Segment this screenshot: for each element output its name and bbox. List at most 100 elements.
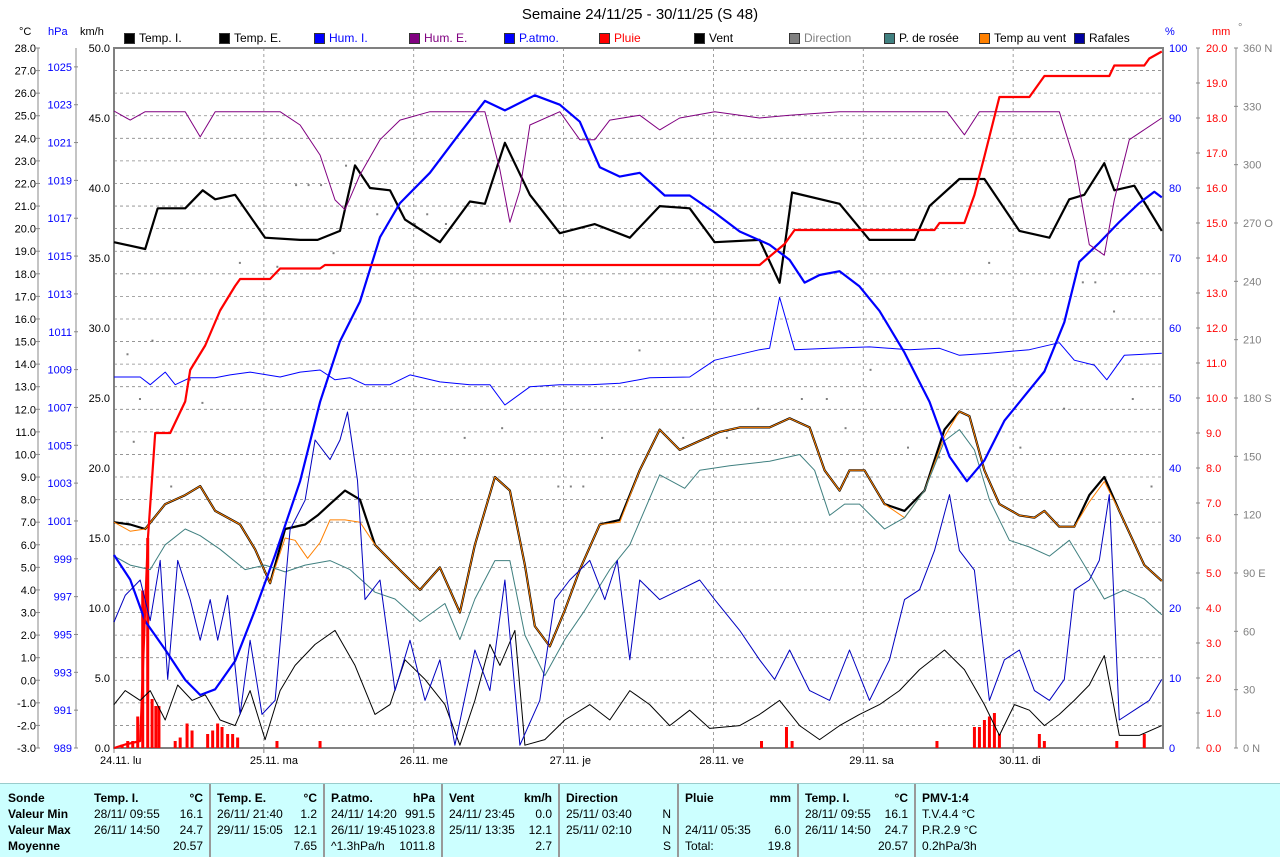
rain-tick-label: 8.0 bbox=[1206, 463, 1221, 475]
direction-dot bbox=[151, 339, 154, 342]
rain-bar bbox=[992, 713, 996, 748]
rain-bar bbox=[1037, 734, 1041, 748]
direction-dot bbox=[188, 378, 191, 381]
temp-tick-label: 18.0 bbox=[15, 269, 36, 281]
x-tick-label: 29.11. sa bbox=[849, 755, 894, 767]
avg-value: 20.57 bbox=[172, 839, 203, 853]
rain-tick-label: 19.0 bbox=[1206, 78, 1227, 90]
min-time: 24/11/ 14:20 bbox=[331, 807, 397, 821]
legend-label: P.atmo. bbox=[519, 31, 559, 45]
wind-tick-label: 5.0 bbox=[95, 673, 110, 685]
legend-label: Temp. E. bbox=[234, 31, 282, 45]
pmv-column: PMV-1:4 T.V.4.4 °C P.R.2.9 °C 0.2hPa/3h bbox=[914, 784, 1280, 857]
temp-axis-unit: °C bbox=[19, 26, 32, 38]
rain-tick-label: 15.0 bbox=[1206, 218, 1227, 230]
temp-tick-label: 12.0 bbox=[15, 404, 36, 416]
series-line-temp-e bbox=[113, 410, 1163, 648]
wind-tick-label: 50.0 bbox=[89, 43, 110, 55]
pressure-tick-label: 1021 bbox=[48, 138, 72, 150]
direction-tick-label: 120 bbox=[1243, 510, 1261, 522]
pressure-tick-label: 1023 bbox=[48, 100, 72, 112]
max-value: 12.1 bbox=[293, 823, 317, 837]
direction-dot bbox=[1131, 398, 1134, 400]
legend-label: Hum. E. bbox=[424, 31, 468, 45]
direction-tick-label: 0 N bbox=[1243, 743, 1260, 755]
row-label: Sonde bbox=[8, 791, 45, 805]
max-time: 29/11/ 15:05 bbox=[217, 823, 283, 837]
pressure-tick-label: 1025 bbox=[48, 62, 72, 74]
x-tick-label: 24.11. lu bbox=[100, 755, 141, 767]
pressure-tick-label: 989 bbox=[54, 743, 72, 755]
legend-item: Direction bbox=[789, 31, 851, 45]
rain-bar bbox=[211, 730, 215, 748]
direction-dot bbox=[501, 427, 504, 430]
rain-bar bbox=[206, 734, 210, 748]
series-line-rafales bbox=[113, 411, 1163, 746]
rain-bar bbox=[1115, 741, 1119, 748]
series-line-temp-au-vent bbox=[113, 411, 1163, 647]
wind-tick-label: 15.0 bbox=[89, 533, 110, 545]
direction-tick-label: 360 N bbox=[1243, 43, 1272, 55]
rain-bar bbox=[157, 706, 161, 748]
direction-dot bbox=[444, 223, 447, 225]
temp-tick-label: 11.0 bbox=[15, 427, 36, 439]
legend-swatch bbox=[1074, 32, 1085, 44]
rain-bar bbox=[275, 741, 279, 748]
temp-tick-label: -2.0 bbox=[17, 720, 36, 732]
rain-bar bbox=[226, 734, 230, 748]
direction-dot bbox=[332, 252, 335, 255]
direction-dot bbox=[825, 398, 828, 400]
pressure-tick-label: 1015 bbox=[48, 251, 72, 263]
rain-tick-label: 14.0 bbox=[1206, 253, 1227, 265]
legend-item: Rafales bbox=[1074, 31, 1130, 45]
temp-tick-label: 17.0 bbox=[15, 291, 36, 303]
rain-tick-label: 3.0 bbox=[1206, 638, 1221, 650]
max-time: 26/11/ 14:50 bbox=[805, 823, 871, 837]
direction-dot bbox=[582, 485, 585, 488]
direction-tick-label: 270 O bbox=[1243, 218, 1273, 230]
pressure-tick-label: 1005 bbox=[48, 440, 72, 452]
legend-swatch bbox=[979, 32, 990, 44]
rain-bar bbox=[150, 699, 154, 748]
legend-item: Pluie bbox=[599, 31, 641, 45]
legend-item: P. de rosée bbox=[884, 31, 959, 45]
direction-dot bbox=[725, 436, 728, 439]
summary-column: Temp. I. °C 28/11/ 09:55 16.1 26/11/ 14:50 24… bbox=[797, 784, 914, 857]
pressure-tick-label: 1007 bbox=[48, 402, 72, 414]
rain-bar bbox=[231, 734, 235, 748]
temp-tick-label: 24.0 bbox=[15, 133, 36, 145]
direction-dot bbox=[1113, 310, 1116, 313]
max-value: N bbox=[662, 823, 671, 837]
min-value: 1.2 bbox=[300, 807, 317, 821]
humidity-tick-label: 60 bbox=[1169, 323, 1181, 335]
rain-bar bbox=[935, 741, 939, 748]
x-tick-label: 26.11. me bbox=[400, 755, 448, 767]
legend-item: Hum. E. bbox=[409, 31, 467, 45]
direction-dot bbox=[1150, 485, 1153, 488]
direction-tick-label: 210 bbox=[1243, 335, 1261, 347]
column-unit: °C bbox=[189, 791, 203, 805]
temp-tick-label: 7.0 bbox=[21, 517, 36, 529]
direction-dot bbox=[201, 401, 204, 404]
legend-item: P.atmo. bbox=[504, 31, 559, 45]
series-line-p-atmo bbox=[113, 94, 1163, 697]
max-time: 25/11/ 02:10 bbox=[566, 823, 632, 837]
x-tick-label: 25.11. ma bbox=[250, 755, 299, 767]
rain-tick-label: 16.0 bbox=[1206, 183, 1227, 195]
direction-dot bbox=[345, 164, 348, 167]
rain-tick-label: 7.0 bbox=[1206, 498, 1221, 510]
temp-tick-label: 5.0 bbox=[21, 562, 36, 574]
wind-tick-label: 25.0 bbox=[89, 393, 110, 405]
direction-dot bbox=[132, 440, 135, 443]
direction-dot bbox=[376, 213, 379, 216]
humidity-tick-label: 20 bbox=[1169, 603, 1181, 615]
legend-item: Hum. I. bbox=[314, 31, 368, 45]
legend-swatch bbox=[884, 32, 895, 44]
rain-bar bbox=[982, 720, 986, 748]
max-value: 24.7 bbox=[884, 823, 908, 837]
rain-tick-label: 5.0 bbox=[1206, 568, 1221, 580]
min-value: N bbox=[662, 807, 671, 821]
series-line-p-de-ros-e bbox=[113, 429, 1163, 677]
temp-tick-label: 9.0 bbox=[21, 472, 36, 484]
legend-swatch bbox=[314, 32, 325, 44]
